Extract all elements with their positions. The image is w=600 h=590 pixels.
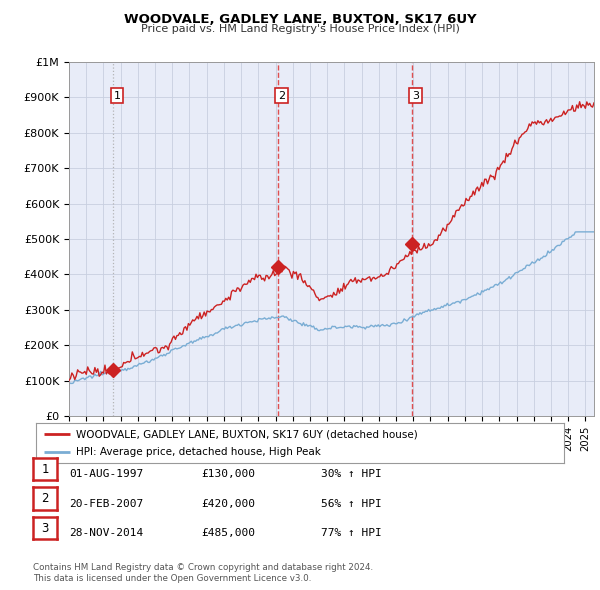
- Text: WOODVALE, GADLEY LANE, BUXTON, SK17 6UY: WOODVALE, GADLEY LANE, BUXTON, SK17 6UY: [124, 13, 476, 26]
- Text: 3: 3: [41, 522, 49, 535]
- Text: 01-AUG-1997: 01-AUG-1997: [69, 470, 143, 479]
- Text: Price paid vs. HM Land Registry's House Price Index (HPI): Price paid vs. HM Land Registry's House …: [140, 25, 460, 34]
- Text: 1: 1: [41, 463, 49, 476]
- Text: £130,000: £130,000: [201, 470, 255, 479]
- Text: 56% ↑ HPI: 56% ↑ HPI: [321, 499, 382, 509]
- Text: 77% ↑ HPI: 77% ↑ HPI: [321, 529, 382, 538]
- Text: 30% ↑ HPI: 30% ↑ HPI: [321, 470, 382, 479]
- Text: This data is licensed under the Open Government Licence v3.0.: This data is licensed under the Open Gov…: [33, 573, 311, 583]
- Text: £485,000: £485,000: [201, 529, 255, 538]
- Text: Contains HM Land Registry data © Crown copyright and database right 2024.: Contains HM Land Registry data © Crown c…: [33, 563, 373, 572]
- Text: 3: 3: [412, 91, 419, 100]
- Text: HPI: Average price, detached house, High Peak: HPI: Average price, detached house, High…: [76, 447, 320, 457]
- Text: 2: 2: [278, 91, 285, 100]
- Text: £420,000: £420,000: [201, 499, 255, 509]
- Text: 1: 1: [113, 91, 121, 100]
- Text: 20-FEB-2007: 20-FEB-2007: [69, 499, 143, 509]
- Text: 2: 2: [41, 492, 49, 505]
- Text: 28-NOV-2014: 28-NOV-2014: [69, 529, 143, 538]
- Text: WOODVALE, GADLEY LANE, BUXTON, SK17 6UY (detached house): WOODVALE, GADLEY LANE, BUXTON, SK17 6UY …: [76, 430, 418, 440]
